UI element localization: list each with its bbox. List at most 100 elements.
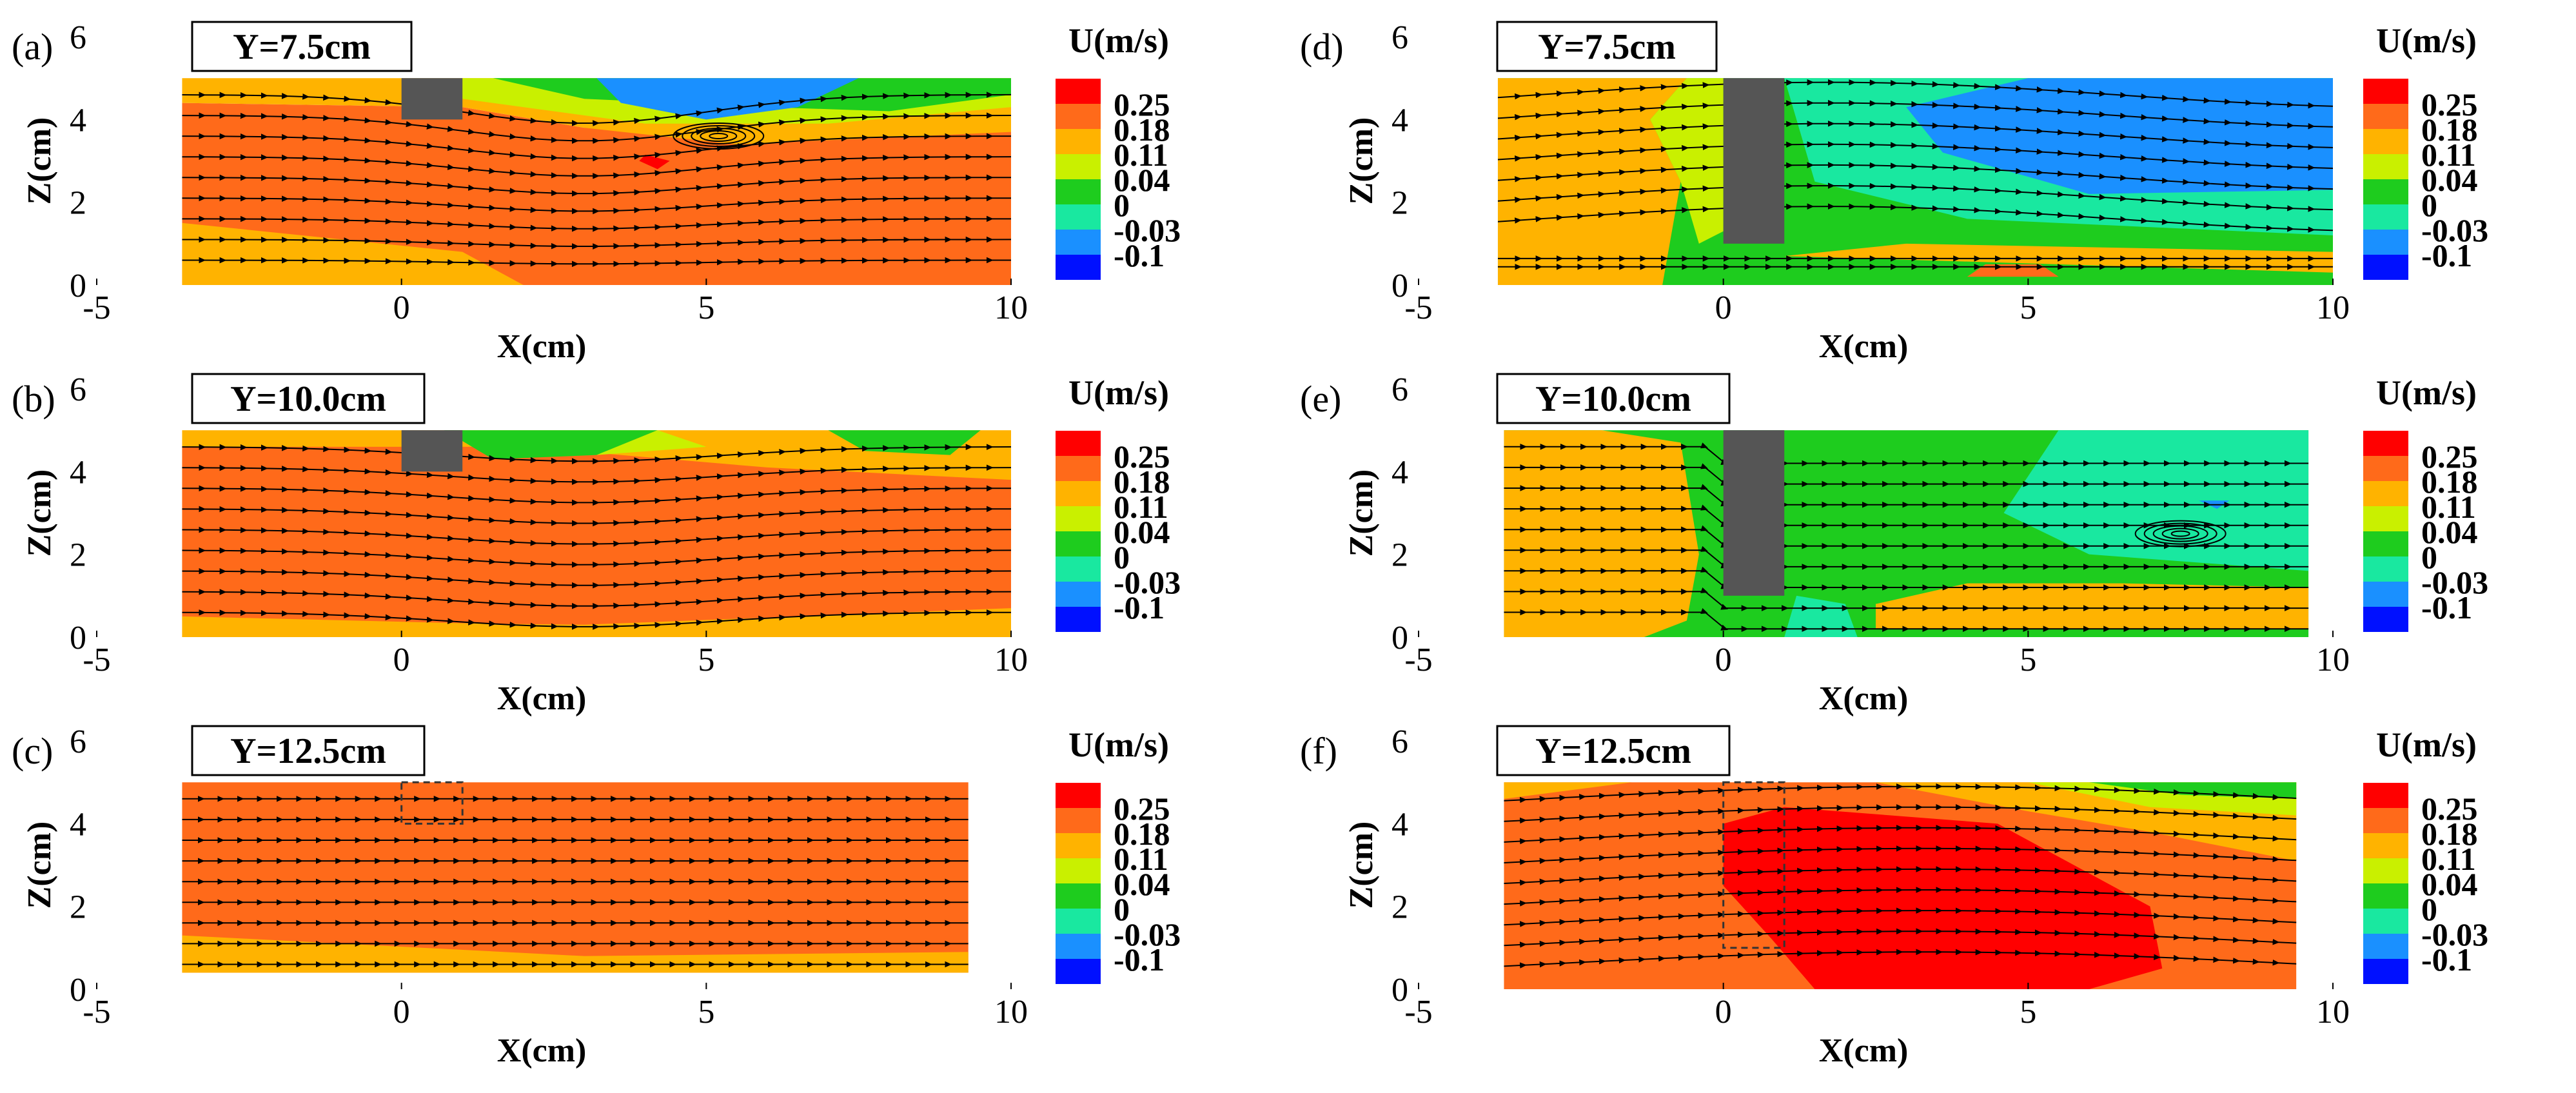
z-tick-label: 0 bbox=[1391, 268, 1408, 304]
z-tick-label: 2 bbox=[1391, 889, 1408, 926]
contour-region bbox=[1497, 78, 1687, 286]
colorbar-label: 0.11 bbox=[1114, 489, 1168, 525]
x-tick-label: -5 bbox=[83, 290, 110, 326]
colorbar-swatch bbox=[1056, 431, 1101, 456]
colorbar-swatch bbox=[2363, 79, 2408, 104]
colorbar-label: -0.03 bbox=[1114, 564, 1181, 600]
colorbar-swatch bbox=[1056, 582, 1101, 607]
streamline bbox=[1504, 866, 2297, 886]
obstacle-block bbox=[400, 781, 464, 825]
colorbar-label: -0.03 bbox=[1114, 212, 1181, 248]
x-tick-label: 10 bbox=[2316, 290, 2350, 326]
colorbar-title: U(m/s) bbox=[2376, 725, 2477, 764]
colorbar-label: -0.1 bbox=[2421, 589, 2472, 625]
colorbar-swatch bbox=[2363, 531, 2408, 556]
x-tick-label: 10 bbox=[2316, 994, 2350, 1030]
x-tick-label: 0 bbox=[393, 642, 410, 678]
vortex-ring bbox=[2143, 522, 2217, 545]
z-axis-label: Z(cm) bbox=[21, 469, 58, 557]
streamline bbox=[182, 464, 1011, 486]
streamline bbox=[182, 444, 1011, 465]
z-tick-label: 4 bbox=[70, 102, 86, 139]
x-tick-label: 0 bbox=[1715, 994, 1732, 1030]
colorbar-label: 0 bbox=[1114, 891, 1130, 927]
colorbar-label: -0.03 bbox=[2421, 564, 2488, 600]
x-tick-label: 5 bbox=[698, 642, 714, 678]
colorbar-swatch bbox=[1056, 79, 1101, 104]
colorbar-label: 0.18 bbox=[2421, 464, 2478, 500]
colorbar-label: 0.04 bbox=[2421, 514, 2478, 550]
streamline bbox=[1504, 587, 2309, 611]
z-tick-label: 2 bbox=[70, 889, 86, 926]
streamline bbox=[1504, 845, 2297, 865]
streamline bbox=[182, 236, 1011, 250]
streamline bbox=[1504, 442, 2309, 467]
panel-d: (d) Y=7.5cm -5 0 5 100246X(cm)Z(cm)U(m/s)0.… bbox=[1300, 19, 2488, 365]
streamline bbox=[1497, 79, 2333, 109]
colorbar-swatch bbox=[1056, 959, 1101, 984]
vortex-ring bbox=[700, 130, 738, 142]
colorbar-label: 0.18 bbox=[1114, 816, 1170, 852]
colorbar-label: 0 bbox=[1114, 539, 1130, 575]
x-axis-label: X(cm) bbox=[497, 1032, 587, 1069]
colorbar-label: 0.18 bbox=[2421, 112, 2478, 148]
x-tick-label: 0 bbox=[393, 290, 410, 326]
colorbar-label: 0.25 bbox=[1114, 86, 1170, 123]
colorbar-label: -0.1 bbox=[2421, 237, 2472, 273]
streamline bbox=[182, 215, 1011, 232]
streamline bbox=[1504, 546, 2309, 570]
vortex-ring bbox=[2170, 530, 2190, 537]
panel-e: (e) Y=10.0cm -5 0 5 100246X(cm)Z(cm)U(m/s)0… bbox=[1300, 371, 2488, 717]
colorbar-title: U(m/s) bbox=[2376, 21, 2477, 60]
vortex-ring bbox=[691, 128, 747, 144]
x-axis-label: X(cm) bbox=[497, 680, 587, 717]
colorbar-swatch bbox=[1056, 909, 1101, 934]
x-tick-label: 5 bbox=[2020, 290, 2036, 326]
streamline bbox=[182, 526, 1011, 547]
streamline bbox=[1504, 566, 2309, 591]
panel-title: Y=10.0cm bbox=[1535, 379, 1691, 419]
panel-letter: (e) bbox=[1300, 378, 1341, 420]
colorbar-swatch bbox=[1056, 179, 1101, 204]
z-tick-label: 2 bbox=[70, 185, 86, 222]
title-box bbox=[191, 725, 426, 776]
streamline bbox=[1504, 803, 2297, 824]
colorbar-label: 0.25 bbox=[2421, 791, 2478, 827]
colorbar-swatch bbox=[1056, 506, 1101, 531]
z-axis-label: Z(cm) bbox=[21, 117, 58, 205]
z-tick-label: 0 bbox=[70, 972, 86, 1009]
panel-a: (a) Y=7.5cm -5 0 5 100246X(cm)Z(cm)U(m/s)0.… bbox=[12, 19, 1181, 365]
colorbar-swatch bbox=[1056, 858, 1101, 883]
colorbar-label: 0 bbox=[2421, 891, 2437, 927]
x-tick-label: 10 bbox=[2316, 642, 2350, 678]
colorbar-swatch bbox=[1056, 934, 1101, 959]
colorbar-title: U(m/s) bbox=[1068, 725, 1169, 764]
x-axis-label: X(cm) bbox=[1819, 680, 1909, 717]
z-tick-label: 4 bbox=[70, 806, 86, 843]
colorbar-label: -0.1 bbox=[2421, 941, 2472, 978]
colorbar-swatch bbox=[1056, 883, 1101, 909]
colorbar-swatch bbox=[2363, 833, 2408, 858]
vortex-ring bbox=[709, 133, 729, 139]
streamline bbox=[1504, 824, 2297, 845]
colorbar-swatch bbox=[1056, 230, 1101, 255]
colorbar-swatch bbox=[1056, 531, 1101, 556]
colorbar-label: -0.1 bbox=[1114, 589, 1165, 625]
contour-region bbox=[1504, 430, 1699, 637]
x-tick-label: -5 bbox=[83, 642, 110, 678]
colorbar-label: 0.04 bbox=[1114, 162, 1170, 198]
colorbar-label: 0.11 bbox=[1114, 137, 1168, 173]
streamline bbox=[1504, 607, 2309, 632]
streamline bbox=[182, 195, 1011, 215]
colorbar-swatch bbox=[1056, 104, 1101, 129]
z-tick-label: 2 bbox=[70, 537, 86, 574]
panel-c: (c) Y=12.5cm -5 0 5 100246X(cm)Z(cm)U(m/s)0… bbox=[12, 724, 1181, 1069]
colorbar-label: 0.11 bbox=[2421, 137, 2476, 173]
colorbar-swatch bbox=[2363, 179, 2408, 204]
z-tick-label: 4 bbox=[1391, 102, 1408, 139]
colorbar-swatch bbox=[2363, 858, 2408, 883]
x-axis-label: X(cm) bbox=[497, 328, 587, 365]
colorbar-label: 0.04 bbox=[1114, 514, 1170, 550]
colorbar-swatch bbox=[2363, 431, 2408, 456]
